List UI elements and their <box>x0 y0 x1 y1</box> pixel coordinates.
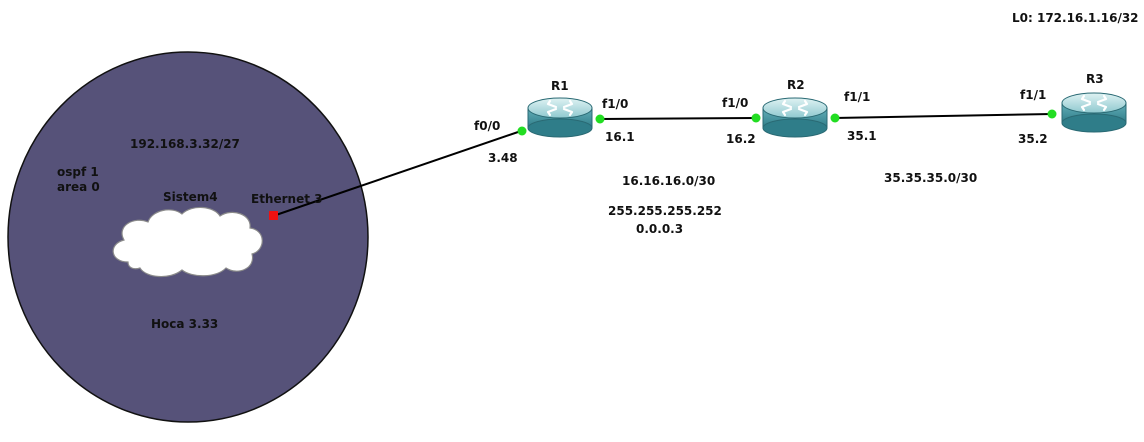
port-status-r3-f1-1 <box>1047 109 1057 119</box>
ospf-process-label: ospf 1 <box>57 165 99 179</box>
ospf-area-label: area 0 <box>57 180 100 194</box>
r1-f0-0-label: f0/0 <box>474 119 500 133</box>
port-status-r1-f1-0 <box>595 114 605 124</box>
port-status-r2-f1-0 <box>751 113 761 123</box>
area-network-label: 192.168.3.32/27 <box>130 137 240 151</box>
r1-r2-wildcard-label: 0.0.0.3 <box>636 222 683 236</box>
r2-f1-0-address: 16.2 <box>726 132 756 146</box>
r1-r2-network-label: 16.16.16.0/30 <box>622 174 715 188</box>
r2-f1-1-label: f1/1 <box>844 90 870 104</box>
loopback-label: L0: 172.16.1.16/32 <box>1012 11 1139 25</box>
port-status-r2-f1-1 <box>830 113 840 123</box>
router-r2-name: R2 <box>787 78 805 92</box>
cloud-port-label: Ethernet 3 <box>251 192 322 206</box>
router-r3[interactable] <box>1060 91 1128 134</box>
port-status-ethernet3 <box>269 211 278 220</box>
r1-r2-mask-label: 255.255.255.252 <box>608 204 722 218</box>
host-label: Hoca 3.33 <box>151 317 218 331</box>
router-icon <box>1060 91 1128 134</box>
r2-r3-network-label: 35.35.35.0/30 <box>884 171 977 185</box>
link-cloud-to-r1[interactable] <box>272 130 522 217</box>
link-r1-to-r2[interactable] <box>599 117 757 120</box>
router-r1[interactable] <box>526 96 594 139</box>
link-r2-to-r3[interactable] <box>833 113 1053 119</box>
r1-f0-0-address: 3.48 <box>488 151 518 165</box>
router-r3-name: R3 <box>1086 72 1104 86</box>
r2-f1-0-label: f1/0 <box>722 96 748 110</box>
cloud-icon <box>112 206 263 278</box>
router-r1-name: R1 <box>551 79 569 93</box>
port-status-r1-f0-0 <box>517 126 527 136</box>
r2-f1-1-address: 35.1 <box>847 129 877 143</box>
r1-f1-0-address: 16.1 <box>605 130 635 144</box>
router-icon <box>761 96 829 139</box>
router-icon <box>526 96 594 139</box>
cloud-name-label: Sistem4 <box>163 190 218 204</box>
r1-f1-0-label: f1/0 <box>602 97 628 111</box>
r3-f1-1-address: 35.2 <box>1018 132 1048 146</box>
router-r2[interactable] <box>761 96 829 139</box>
r3-f1-1-label: f1/1 <box>1020 88 1046 102</box>
cloud-sistem4[interactable] <box>112 206 263 278</box>
